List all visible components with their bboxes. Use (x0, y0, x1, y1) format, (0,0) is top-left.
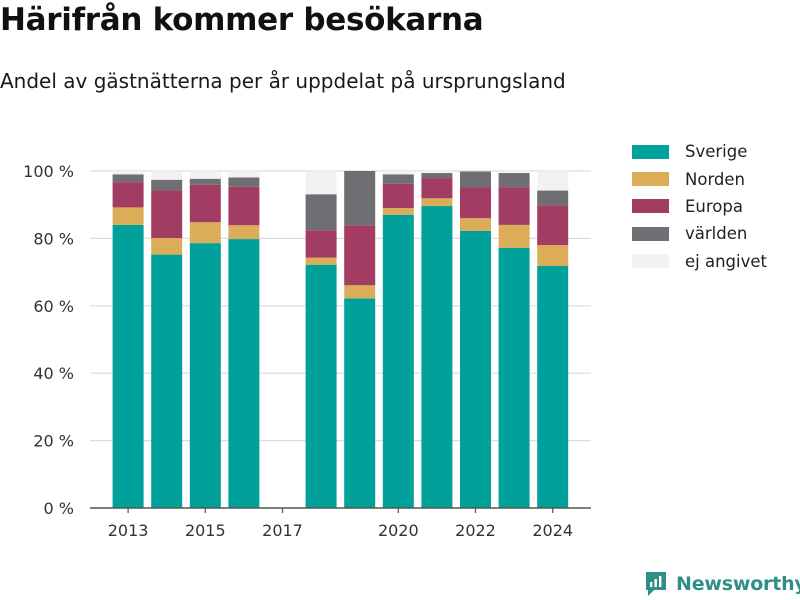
bar-segment (112, 171, 144, 175)
x-tick-label: 2024 (532, 521, 573, 540)
bar-segment (112, 224, 144, 509)
bar-segment (460, 230, 491, 508)
bar-segment (382, 174, 414, 184)
y-tick-label: 40 % (33, 364, 74, 383)
bar-segment (228, 239, 260, 508)
bar-segment (344, 225, 376, 286)
bar-segment (189, 184, 221, 223)
bar-segment (305, 257, 337, 265)
brand-name: Newsworthy (676, 573, 800, 595)
bar-segment (305, 171, 337, 195)
bar-segment (228, 171, 260, 178)
bar-segment (498, 187, 530, 225)
x-tick-label: 2015 (185, 521, 226, 540)
bar-segment (151, 238, 183, 255)
newsworthy-logo-icon (646, 572, 666, 596)
bar-segment (189, 178, 221, 185)
bar-segment (460, 171, 491, 188)
legend-label: ej angivet (685, 251, 767, 271)
bar-segment (189, 171, 221, 179)
x-tick-label: 2020 (378, 521, 419, 540)
bar-segment (537, 190, 569, 206)
bar-segment (344, 298, 376, 508)
legend-swatch (632, 199, 669, 214)
bar-segment (228, 186, 260, 226)
legend-label: världen (685, 224, 748, 244)
chart-subtitle: Andel av gästnätterna per år uppdelat på… (0, 69, 566, 93)
bar-segment (498, 171, 530, 174)
legend-label: Norden (685, 169, 746, 189)
bar-segment (421, 206, 453, 508)
bar-segment (112, 207, 144, 225)
bar-segment (421, 173, 453, 179)
bar-segment (460, 187, 491, 219)
legend-swatch (632, 254, 669, 269)
bar-segment (112, 182, 144, 208)
bar-segment (421, 178, 453, 199)
bar-segment (112, 174, 144, 183)
bar-segment (151, 171, 183, 180)
y-tick-label: 100 % (23, 162, 74, 181)
bar-segment (151, 190, 183, 239)
bar-segment (228, 225, 260, 240)
legend-item: Europa (632, 193, 767, 220)
legend: Sverige Norden Europa världen ej angivet (632, 138, 767, 275)
bar-segment (305, 194, 337, 231)
legend-swatch (632, 172, 669, 187)
legend-item: världen (632, 220, 767, 247)
bar-segment (305, 230, 337, 258)
bar-segment (421, 171, 453, 174)
legend-label: Europa (685, 196, 743, 216)
legend-label: Sverige (685, 142, 748, 162)
bar-segment (537, 245, 569, 267)
bar-segment (305, 264, 337, 508)
y-tick-label: 0 % (44, 499, 74, 518)
bar-segment (537, 171, 569, 191)
bar-segment (460, 218, 491, 231)
legend-item: Sverige (632, 138, 767, 165)
bar-segment (382, 171, 414, 175)
y-tick-label: 20 % (33, 432, 74, 451)
bar-segment (151, 179, 183, 191)
bar-segment (382, 214, 414, 508)
bar-segment (382, 208, 414, 215)
bar-segment (498, 173, 530, 188)
legend-item: ej angivet (632, 248, 767, 275)
bar-segment (537, 205, 569, 246)
bar-segment (151, 254, 183, 508)
x-tick-label: 2013 (108, 521, 149, 540)
y-tick-label: 60 % (33, 297, 74, 316)
bar-segment (382, 183, 414, 209)
bar-segment (498, 224, 530, 248)
bar-segment (537, 266, 569, 508)
bar-segment (344, 171, 376, 226)
chart-title: Härifrån kommer besökarna (0, 2, 484, 38)
brand-logo: Newsworthy (644, 570, 800, 598)
x-tick-label: 2022 (455, 521, 496, 540)
legend-swatch (632, 144, 669, 159)
bar-segment (189, 222, 221, 244)
legend-item: Norden (632, 165, 767, 192)
bar-segment (498, 247, 530, 508)
bar-segment (189, 243, 221, 509)
bar-segment (344, 285, 376, 299)
y-tick-label: 80 % (33, 229, 74, 248)
legend-swatch (632, 226, 669, 241)
bar-segment (421, 198, 453, 207)
bar-segment (228, 177, 260, 187)
x-tick-label: 2017 (262, 521, 303, 540)
